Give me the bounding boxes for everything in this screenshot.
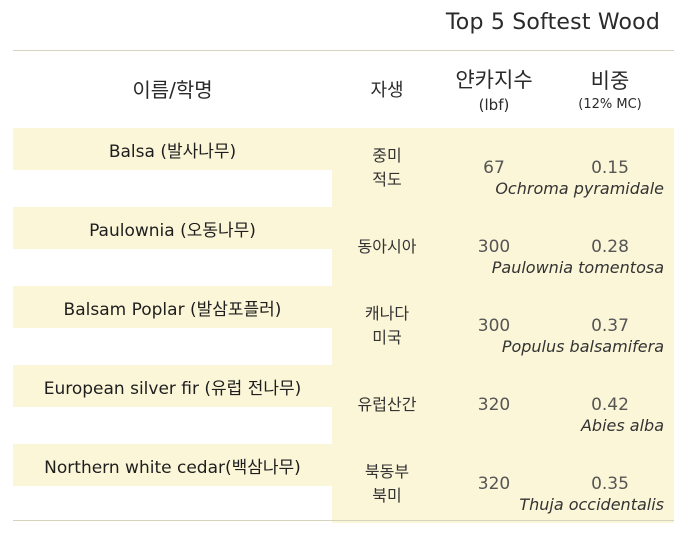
row-bg-scientific: [13, 486, 332, 523]
row-bg-common: [13, 365, 332, 407]
common-name: Paulownia (오동나무): [89, 220, 256, 241]
header-name-label: 이름/학명: [132, 78, 213, 102]
row-bg-values: [332, 207, 674, 286]
common-name: Northern white cedar(백삼나무): [44, 457, 301, 478]
native-region-line: 동아시아: [357, 236, 417, 256]
janka-hardness: 300: [477, 315, 511, 336]
native-region-line: 캐나다: [364, 303, 410, 323]
janka-hardness: 320: [477, 394, 511, 415]
specific-gravity: 0.37: [591, 315, 629, 336]
janka-hardness: 320: [477, 473, 511, 494]
scientific-name: Ochroma pyramidale: [495, 179, 664, 198]
header-hardness: 얀카지수 (lbf): [442, 50, 546, 127]
bottom-rule: [13, 520, 674, 521]
table-row: Northern white cedar(백삼나무) Thuja occident…: [13, 444, 674, 523]
header-hardness-label: 얀카지수: [455, 67, 533, 92]
row-bg-values: [332, 444, 674, 523]
specific-gravity: 0.15: [591, 157, 629, 178]
row-bg-scientific: [13, 328, 332, 365]
top-rule: [13, 50, 674, 51]
table-row: Paulownia (오동나무) Paulownia tomentosa 동아시아 3…: [13, 207, 674, 286]
header-native-label: 자생: [370, 79, 404, 101]
common-name: Balsam Poplar (발삼포플러): [63, 299, 282, 320]
header-name: 이름/학명: [13, 50, 332, 127]
native-region-line: 유럽산간: [357, 394, 417, 414]
native-region: 유럽산간: [332, 365, 442, 444]
table-title: Top 5 Softest Wood: [445, 10, 660, 35]
header-gravity: 비중 (12% MC): [546, 50, 674, 127]
row-bg-scientific: [13, 170, 332, 207]
header-native: 자생: [332, 50, 442, 127]
native-region-line: 미국: [372, 327, 402, 347]
scientific-name: Thuja occidentalis: [519, 495, 664, 514]
native-region: 동아시아: [332, 207, 442, 286]
specific-gravity: 0.35: [591, 473, 629, 494]
row-bg-scientific: [13, 249, 332, 286]
native-region-line: 북미: [372, 485, 402, 505]
header-gravity-label: 비중: [590, 69, 630, 93]
row-bg-common: [13, 444, 332, 486]
native-region-line: 북동부: [364, 461, 410, 481]
janka-hardness: 67: [483, 157, 505, 178]
table-row: Balsam Poplar (발삼포플러) Populus balsamifera…: [13, 286, 674, 365]
row-bg-scientific: [13, 407, 332, 444]
native-region-line: 중미: [372, 145, 402, 165]
scientific-name: Abies alba: [580, 416, 664, 435]
janka-hardness: 300: [477, 236, 511, 257]
header-gravity-unit: (12% MC): [578, 97, 642, 112]
common-name: Balsa (발사나무): [108, 141, 237, 162]
scientific-name: Populus balsamifera: [501, 337, 664, 356]
row-bg-values: [332, 286, 674, 365]
row-bg-common: [13, 207, 332, 249]
row-bg-common: [13, 128, 332, 170]
specific-gravity: 0.28: [591, 236, 629, 257]
specific-gravity: 0.42: [591, 394, 629, 415]
scientific-name: Paulownia tomentosa: [491, 258, 664, 277]
table-row: European silver fir (유럽 전나무) Abies alba 유럽…: [13, 365, 674, 444]
row-bg-values: [332, 365, 674, 444]
row-bg-values: [332, 128, 674, 207]
row-bg-common: [13, 286, 332, 328]
native-region-line: 적도: [372, 169, 402, 189]
header-hardness-unit: (lbf): [478, 95, 510, 114]
common-name: European silver fir (유럽 전나무): [43, 378, 302, 399]
